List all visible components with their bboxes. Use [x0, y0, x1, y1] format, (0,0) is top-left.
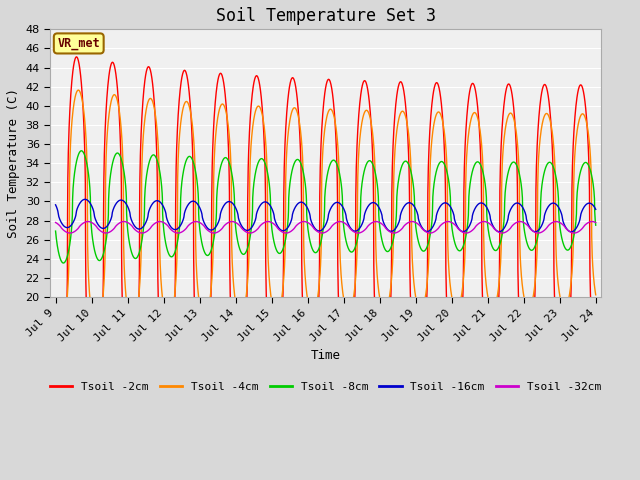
Legend: Tsoil -2cm, Tsoil -4cm, Tsoil -8cm, Tsoil -16cm, Tsoil -32cm: Tsoil -2cm, Tsoil -4cm, Tsoil -8cm, Tsoi… [45, 378, 605, 396]
Text: VR_met: VR_met [58, 37, 100, 50]
X-axis label: Time: Time [310, 349, 340, 362]
Title: Soil Temperature Set 3: Soil Temperature Set 3 [216, 7, 436, 25]
Y-axis label: Soil Temperature (C): Soil Temperature (C) [7, 88, 20, 238]
